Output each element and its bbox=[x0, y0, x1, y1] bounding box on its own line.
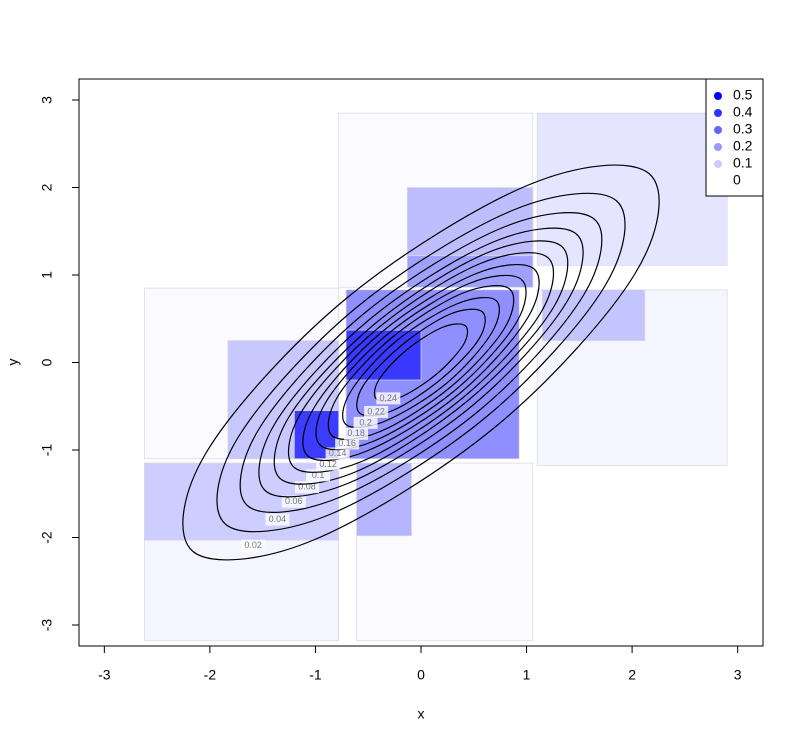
contour-label-bg bbox=[364, 405, 389, 418]
x-tick-label: 3 bbox=[734, 667, 742, 683]
contour-label-group: 0.06 bbox=[281, 495, 306, 508]
contour-label-group: 0.18 bbox=[344, 427, 369, 440]
contour-line bbox=[182, 164, 660, 561]
density-cell bbox=[356, 462, 534, 642]
contour-line bbox=[315, 274, 527, 451]
contour-line bbox=[288, 252, 554, 473]
contour-line bbox=[273, 240, 569, 485]
x-tick-label: -1 bbox=[309, 667, 322, 683]
contour-line bbox=[216, 192, 626, 533]
contour-label-group: 0.12 bbox=[316, 458, 341, 471]
legend-label: 0.2 bbox=[733, 138, 753, 154]
contour-label: 0.18 bbox=[347, 428, 365, 438]
contour-label: 0.24 bbox=[380, 393, 398, 403]
x-tick-label: 1 bbox=[523, 667, 531, 683]
contour-label-group: 0.2 bbox=[353, 416, 378, 429]
y-axis-title: y bbox=[5, 359, 21, 366]
contour-label-group: 0.22 bbox=[364, 405, 389, 418]
contour-line bbox=[342, 296, 500, 429]
contour-label: 0.04 bbox=[269, 514, 287, 524]
y-tick-label: 1 bbox=[39, 271, 55, 279]
y-tick-label: -2 bbox=[39, 531, 55, 544]
contour-line bbox=[327, 285, 515, 440]
contour-label: 0.22 bbox=[367, 406, 385, 416]
x-tick-label: 2 bbox=[628, 667, 636, 683]
contour-label-group: 0.02 bbox=[241, 539, 266, 552]
contour-label-group: 0.16 bbox=[335, 437, 360, 450]
contour-label-bg bbox=[353, 416, 378, 429]
contour-label-bg bbox=[241, 539, 266, 552]
contour-label: 0.12 bbox=[319, 459, 337, 469]
legend-swatch bbox=[714, 160, 722, 168]
contour-label-bg bbox=[281, 495, 306, 508]
y-tick-label: 0 bbox=[39, 358, 55, 366]
contour-label-group: 0.14 bbox=[325, 447, 350, 460]
x-tick-label: 0 bbox=[417, 667, 425, 683]
legend-label: 0.1 bbox=[733, 155, 753, 171]
contour-label-bg bbox=[265, 513, 290, 526]
contour-line bbox=[356, 308, 486, 417]
x-axis-title: x bbox=[418, 706, 425, 722]
legend-swatch bbox=[714, 143, 722, 151]
y-tick-label: 2 bbox=[39, 183, 55, 191]
x-tick-label: -3 bbox=[98, 667, 111, 683]
contour-label: 0.16 bbox=[338, 438, 356, 448]
contour-label: 0.2 bbox=[359, 417, 372, 427]
contour-label: 0.1 bbox=[312, 470, 325, 480]
contour-label-bg bbox=[344, 427, 369, 440]
legend-swatch bbox=[714, 92, 722, 100]
contour-label: 0.02 bbox=[244, 540, 262, 550]
legend-label: 0.5 bbox=[733, 87, 753, 103]
contour-label-bg bbox=[325, 447, 350, 460]
contour-label-group: 0.04 bbox=[265, 513, 290, 526]
contour-line bbox=[239, 212, 603, 513]
contour-label-group: 0.24 bbox=[376, 392, 401, 405]
contour-label: 0.06 bbox=[285, 496, 303, 506]
contour-label-bg bbox=[335, 437, 360, 450]
y-tick-label: 3 bbox=[39, 96, 55, 104]
x-tick-label: -2 bbox=[204, 667, 217, 683]
y-tick-label: -1 bbox=[39, 444, 55, 457]
legend-swatch bbox=[714, 177, 722, 185]
legend-swatch bbox=[714, 109, 722, 117]
contour-line bbox=[258, 227, 584, 498]
density-cell bbox=[536, 112, 728, 266]
contour-line bbox=[302, 264, 540, 461]
density-cell bbox=[406, 187, 534, 257]
legend-label: 0.3 bbox=[733, 121, 753, 137]
y-tick-label: -3 bbox=[39, 619, 55, 632]
legend-label: 0 bbox=[733, 172, 741, 188]
contour-label-bg bbox=[376, 392, 401, 405]
legend-swatch bbox=[714, 126, 722, 134]
density-cell bbox=[542, 289, 646, 341]
contour-label: 0.08 bbox=[298, 482, 316, 492]
contour-label: 0.14 bbox=[329, 448, 347, 458]
contour-label-bg bbox=[316, 458, 341, 471]
legend-label: 0.4 bbox=[733, 104, 753, 120]
density-cell bbox=[356, 462, 412, 537]
